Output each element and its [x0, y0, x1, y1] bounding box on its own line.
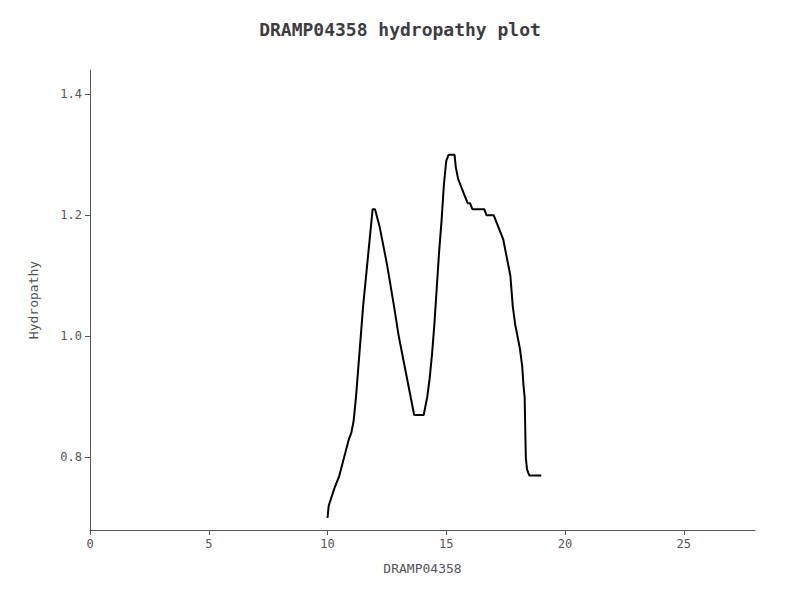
svg-text:1.2: 1.2 [60, 208, 82, 222]
svg-text:15: 15 [439, 537, 453, 551]
svg-text:1.0: 1.0 [60, 329, 82, 343]
svg-text:5: 5 [205, 537, 212, 551]
svg-text:10: 10 [320, 537, 334, 551]
svg-text:0.8: 0.8 [60, 450, 82, 464]
svg-text:0: 0 [86, 537, 93, 551]
svg-text:Hydropathy: Hydropathy [26, 261, 41, 339]
svg-text:20: 20 [558, 537, 572, 551]
svg-text:DRAMP04358: DRAMP04358 [383, 561, 461, 576]
svg-text:1.4: 1.4 [60, 87, 82, 101]
svg-text:25: 25 [677, 537, 691, 551]
svg-text:DRAMP04358 hydropathy plot: DRAMP04358 hydropathy plot [259, 19, 541, 40]
